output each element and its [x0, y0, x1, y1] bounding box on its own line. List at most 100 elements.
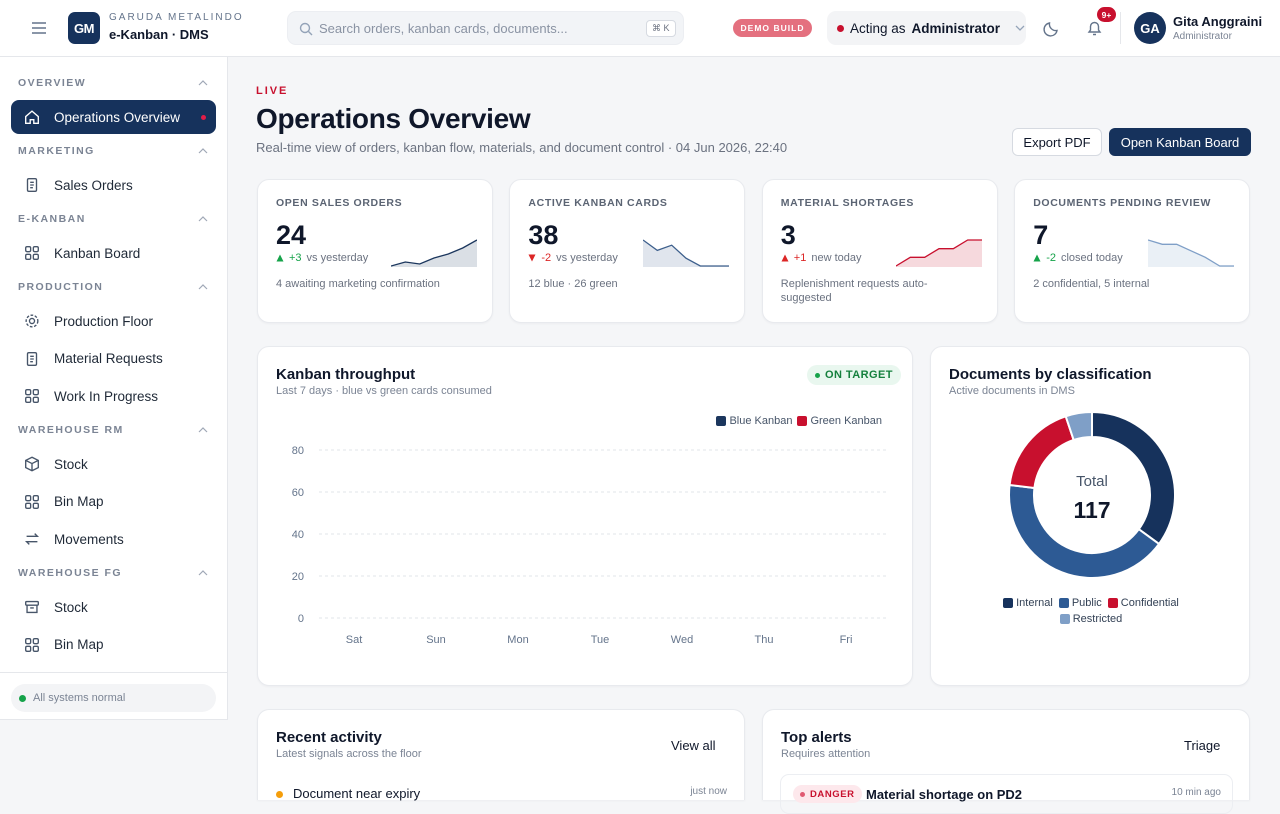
- card-subtitle: Requires attention: [781, 748, 871, 760]
- role-value: Administrator: [911, 20, 1001, 36]
- y-tick-label: 40: [292, 529, 304, 541]
- collapse-chevron[interactable]: [198, 216, 208, 222]
- nav-item[interactable]: Work In Progress: [11, 378, 216, 416]
- x-tick-label: Mon: [507, 634, 528, 646]
- user-name: Gita Anggraini: [1173, 14, 1263, 29]
- nav-item-label: Production Floor: [54, 313, 154, 329]
- activity-title: Document near expiry: [293, 786, 421, 801]
- nav-item-label: Sales Orders: [54, 177, 133, 193]
- legend-swatch: [797, 416, 808, 426]
- x-tick-label: Fri: [840, 634, 853, 646]
- role-dot: [837, 24, 844, 32]
- alert-time: 10 min ago: [1171, 787, 1221, 798]
- product-name: e-Kanban · DMS: [109, 27, 209, 42]
- legend: Internal Public Confidential Restricted: [991, 597, 1191, 625]
- nav-item[interactable]: Bin Map: [11, 483, 216, 521]
- nav-icon: [26, 178, 38, 193]
- legend-label: Confidential: [1120, 597, 1179, 609]
- system-status: All systems normal: [11, 684, 216, 712]
- nav-item-label: Work In Progress: [54, 388, 159, 404]
- nav-item[interactable]: Stock: [11, 589, 216, 627]
- nav-icon: [25, 389, 39, 404]
- nav-section-title: E-KANBAN: [18, 213, 86, 226]
- nav-item[interactable]: Movements: [11, 521, 216, 559]
- kpi-value: 3: [780, 220, 796, 250]
- sparkline: [643, 239, 730, 267]
- legend-swatch: [1107, 598, 1118, 608]
- delta-text: closed today: [1060, 252, 1123, 264]
- nav-section-header: WAREHOUSE RM: [11, 415, 216, 446]
- avatar[interactable]: GA: [1134, 12, 1166, 44]
- legend: Blue Kanban Green Kanban: [716, 415, 882, 427]
- nav-item[interactable]: Operations Overview: [11, 100, 216, 135]
- export-button[interactable]: Export PDF: [1012, 128, 1102, 156]
- nav-icon: [24, 533, 40, 546]
- bar-chart: 0 20 40 60 80 Sat Sun Mon Tue Wed Thu Fri: [292, 445, 887, 646]
- collapse-chevron[interactable]: [198, 80, 208, 86]
- sparkline: [1148, 239, 1235, 267]
- demo-badge: DEMO BUILD: [733, 19, 812, 37]
- theme-toggle[interactable]: [1043, 20, 1060, 37]
- nav-item[interactable]: Bin Map: [11, 626, 216, 664]
- nav-section-header: OVERVIEW: [11, 68, 216, 99]
- kpi-label: MATERIAL SHORTAGES: [780, 197, 915, 209]
- y-tick-label: 60: [292, 487, 304, 499]
- nav-item[interactable]: Production Floor: [11, 303, 216, 341]
- kpi-delta: +1 new today: [781, 252, 862, 264]
- y-tick-label: 0: [298, 613, 304, 625]
- nav: OVERVIEW Operations Overview MARKETING Sale…: [11, 68, 216, 664]
- menu-button[interactable]: [31, 21, 47, 35]
- search-box[interactable]: Search orders, kanban cards, documents..…: [287, 11, 684, 45]
- legend-item: Internal: [1003, 597, 1053, 609]
- eyebrow: LIVE: [256, 85, 289, 97]
- sparkline-line: [391, 239, 477, 267]
- legend-item: Public: [1058, 597, 1102, 609]
- kpi-card: MATERIAL SHORTAGES 3 +1 new today Replenishm…: [761, 179, 998, 323]
- nav-section-title: WAREHOUSE RM: [18, 424, 124, 437]
- kpi-value: 7: [1033, 220, 1049, 250]
- donut-segment: [1064, 410, 1093, 442]
- status-text: All systems normal: [33, 692, 126, 704]
- alert-item[interactable]: DANGER Material shortage on PD2 10 min a…: [780, 774, 1233, 814]
- nav-item[interactable]: Material Requests: [11, 340, 216, 378]
- triage-link[interactable]: Triage: [1184, 738, 1221, 753]
- sparkline-line: [1148, 239, 1235, 267]
- nav-icon: [25, 314, 39, 328]
- nav-section-title: MARKETING: [18, 145, 95, 158]
- sidebar: OVERVIEW Operations Overview MARKETING Sale…: [0, 57, 228, 720]
- view-all-link[interactable]: View all: [671, 738, 716, 753]
- search-icon: [299, 22, 313, 36]
- collapse-chevron[interactable]: [198, 570, 208, 576]
- nav-item[interactable]: Stock: [11, 446, 216, 484]
- role-switcher[interactable]: Acting as Administrator: [827, 11, 1026, 45]
- kpi-note: Replenishment requests auto-suggested: [780, 278, 928, 304]
- kpi-label: DOCUMENTS PENDING REVIEW: [1033, 197, 1212, 209]
- nav-section-header: WAREHOUSE FG: [11, 558, 216, 589]
- legend-item: Confidential: [1107, 597, 1179, 609]
- kpi-note: 2 confidential, 5 internal: [1033, 278, 1150, 290]
- page-title: Operations Overview: [256, 103, 531, 134]
- nav-item[interactable]: Kanban Board: [11, 235, 216, 273]
- kpi-card: ACTIVE KANBAN CARDS 38 -2 vs yesterday 12 bl…: [509, 179, 746, 323]
- card-subtitle: Latest signals across the floor: [276, 748, 422, 760]
- collapse-chevron[interactable]: [198, 148, 208, 154]
- nav-section-header: PRODUCTION: [11, 272, 216, 303]
- nav-icon: [26, 351, 38, 366]
- delta-arrow: [276, 254, 284, 262]
- nav-item-label: Kanban Board: [54, 245, 141, 261]
- primary-button[interactable]: Open Kanban Board: [1109, 128, 1251, 156]
- delta-text: vs yesterday: [306, 252, 369, 264]
- throughput-card: Kanban throughput Last 7 days · blue vs …: [257, 346, 913, 686]
- notifications-button[interactable]: [1086, 19, 1103, 37]
- nav-section-title: WAREHOUSE FG: [18, 567, 122, 580]
- collapse-chevron[interactable]: [198, 284, 208, 290]
- x-tick-label: Wed: [671, 634, 693, 646]
- level-text: DANGER: [810, 788, 855, 800]
- nav-section-header: E-KANBAN: [11, 204, 216, 235]
- arrow-shape: [781, 254, 789, 262]
- collapse-chevron[interactable]: [198, 427, 208, 433]
- sparkline-line: [643, 239, 730, 267]
- nav-item[interactable]: Sales Orders: [11, 167, 216, 205]
- nav-section-header: MARKETING: [11, 136, 216, 167]
